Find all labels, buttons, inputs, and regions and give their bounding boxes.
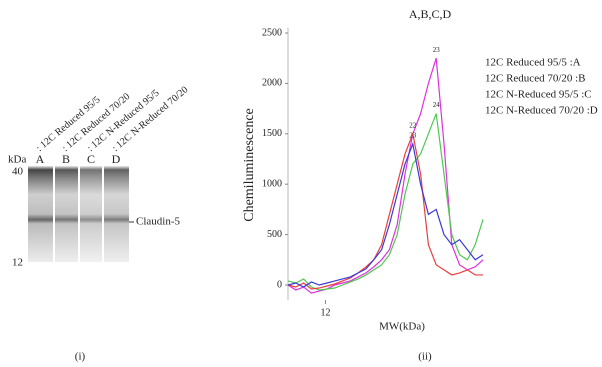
peak-label: 23 bbox=[409, 131, 417, 139]
figure: kDa 40 12 Claudin-5 (i) A,B,C,D Chemilum… bbox=[0, 0, 602, 367]
series-line bbox=[288, 134, 483, 289]
series-line bbox=[288, 114, 483, 290]
series-line bbox=[288, 58, 483, 293]
y-tick-label: 0 bbox=[277, 279, 282, 290]
chart-title: A,B,C,D bbox=[409, 7, 452, 21]
y-tick-label: 2000 bbox=[262, 78, 282, 89]
marker: 40 bbox=[12, 166, 24, 178]
panel-label: (i) bbox=[75, 351, 86, 363]
legend-label: 12C Reduced 95/5 :A bbox=[485, 57, 581, 69]
peak-label: 22 bbox=[409, 121, 417, 129]
legend-label: 12C N-Reduced 70/20 :D bbox=[485, 105, 598, 117]
lane bbox=[104, 166, 129, 262]
panel-label: (ii) bbox=[418, 351, 432, 363]
marker: 12 bbox=[12, 257, 23, 269]
lane bbox=[28, 166, 53, 262]
band-label: Claudin-5 bbox=[136, 216, 180, 228]
legend-label: 12C Reduced 70/20 :B bbox=[485, 73, 586, 85]
lane bbox=[80, 166, 102, 262]
y-tick-label: 1500 bbox=[262, 128, 282, 139]
y-tick-label: 500 bbox=[267, 229, 282, 240]
legend-label: 12C N-Reduced 95/5 :C bbox=[485, 89, 592, 101]
y-tick-label: 2500 bbox=[262, 27, 282, 38]
x-axis-label: MW(kDa) bbox=[379, 321, 425, 333]
gel-unit: kDa bbox=[8, 154, 26, 166]
y-axis-label: Chemiluminescence bbox=[242, 108, 257, 222]
lane bbox=[55, 166, 78, 262]
gel-lanes bbox=[28, 166, 129, 262]
series-line bbox=[288, 144, 483, 287]
x-tick-label: 12 bbox=[320, 307, 330, 318]
y-tick-label: 1000 bbox=[262, 178, 282, 189]
peak-label: 23 bbox=[433, 46, 441, 54]
peak-label: 24 bbox=[433, 101, 441, 109]
